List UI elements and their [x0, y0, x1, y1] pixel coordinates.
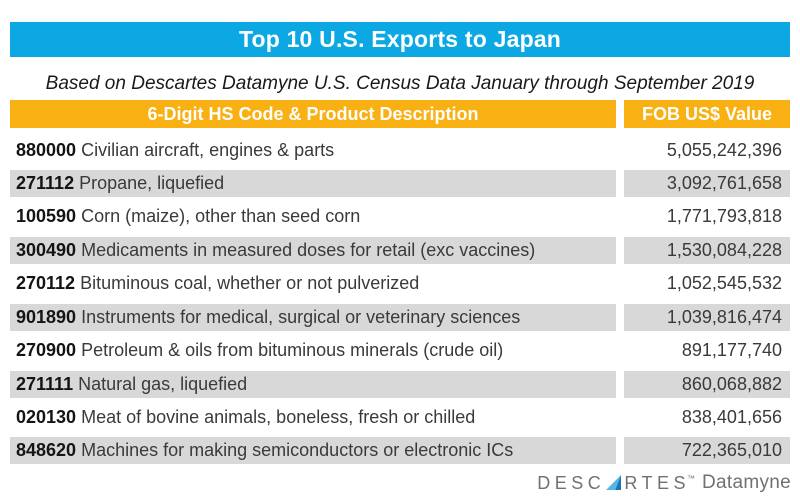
subtitle: Based on Descartes Datamyne U.S. Census …: [45, 73, 755, 94]
product-cell: 271112 Propane, liquefied: [10, 169, 616, 197]
table-row: 848620 Machines for making semiconductors…: [10, 437, 790, 465]
product-description: Civilian aircraft, engines & parts: [81, 139, 335, 160]
fob-value: 860,068,882: [624, 370, 790, 398]
table-row: 271111 Natural gas, liquefied 860,068,882: [10, 370, 790, 398]
product-description: Medicaments in measured doses for retail…: [81, 239, 536, 260]
fob-value: 1,052,545,532: [666, 273, 782, 294]
table-row: 271112 Propane, liquefied 3,092,761,658: [10, 169, 790, 197]
product-description: Meat of bovine animals, boneless, fresh …: [81, 407, 476, 427]
fob-value: 1,530,084,228: [624, 236, 790, 264]
product-description: Machines for making semiconductors or el…: [81, 440, 514, 461]
fob-value: 1,039,816,474: [624, 303, 790, 331]
exports-table: 6-Digit HS Code & Product Description FO…: [10, 100, 790, 471]
hs-code: 901890: [16, 306, 77, 327]
product-cell: 880000 Civilian aircraft, engines & parts: [10, 137, 616, 164]
hs-code: 271112: [16, 172, 75, 193]
hs-code: 020130: [16, 407, 77, 427]
descartes-wordmark-left: DESC: [537, 472, 606, 493]
table-row: 270112 Bituminous coal, whether or not pu…: [10, 270, 790, 297]
product-description: Petroleum & oils from bituminous mineral…: [81, 340, 504, 361]
table-row: 901890 Instruments for medical, surgical …: [10, 303, 790, 331]
fob-value: 891,177,740: [681, 340, 782, 361]
table-row: 880000 Civilian aircraft, engines & parts…: [10, 137, 790, 164]
hs-code: 880000: [16, 139, 77, 160]
product-description: Corn (maize), other than seed corn: [81, 206, 361, 227]
descartes-wordmark: DESC RTES: [537, 473, 690, 494]
product-description: Natural gas, liquefied: [78, 373, 248, 394]
hs-code: 270900: [16, 340, 77, 361]
product-description: Bituminous coal, whether or not pulveriz…: [80, 273, 420, 294]
descartes-datamyne-logo: DESC RTES ™ Datamyne: [537, 470, 791, 496]
product-description: Propane, liquefied: [79, 172, 225, 193]
hs-code: 100590: [16, 206, 77, 227]
page-title: Top 10 U.S. Exports to Japan: [238, 26, 562, 52]
product-cell: 848620 Machines for making semiconductors…: [10, 437, 616, 465]
datamyne-wordmark: Datamyne: [702, 472, 791, 493]
table-row: 300490 Medicaments in measured doses for …: [10, 236, 790, 264]
table-row: 100590 Corn (maize), other than seed corn…: [10, 203, 790, 230]
product-cell: 270112 Bituminous coal, whether or not pu…: [10, 270, 616, 297]
trademark-mark: ™: [687, 473, 695, 483]
table-header-row: 6-Digit HS Code & Product Description FO…: [10, 100, 790, 128]
descartes-triangle-icon: [606, 474, 622, 495]
fob-value: 722,365,010: [624, 437, 790, 465]
hs-code: 270112: [16, 273, 76, 294]
product-description: Instruments for medical, surgical or vet…: [81, 306, 521, 327]
fob-value: 3,092,761,658: [624, 169, 790, 197]
title-bar: Top 10 U.S. Exports to Japan: [10, 22, 790, 57]
product-cell: 300490 Medicaments in measured doses for …: [10, 236, 616, 264]
column-header-product: 6-Digit HS Code & Product Description: [10, 100, 616, 128]
table-row: 270900 Petroleum & oils from bituminous m…: [10, 337, 790, 364]
column-header-value: FOB US$ Value: [624, 100, 790, 128]
product-cell: 901890 Instruments for medical, surgical …: [10, 303, 616, 331]
product-cell: 020130 Meat of bovine animals, boneless, …: [10, 404, 616, 431]
table-body: 880000 Civilian aircraft, engines & parts…: [10, 137, 790, 465]
descartes-wordmark-right: RTES: [624, 472, 690, 493]
hs-code: 848620: [16, 440, 77, 461]
hs-code: 271111: [16, 373, 74, 394]
hs-code: 300490: [16, 239, 77, 260]
fob-value: 5,055,242,396: [666, 139, 782, 160]
product-cell: 100590 Corn (maize), other than seed corn: [10, 203, 616, 230]
table-row: 020130 Meat of bovine animals, boneless, …: [10, 404, 790, 431]
fob-value: 1,771,793,818: [666, 206, 782, 227]
fob-value: 838,401,656: [681, 407, 782, 427]
product-cell: 271111 Natural gas, liquefied: [10, 370, 616, 398]
product-cell: 270900 Petroleum & oils from bituminous m…: [10, 337, 616, 364]
